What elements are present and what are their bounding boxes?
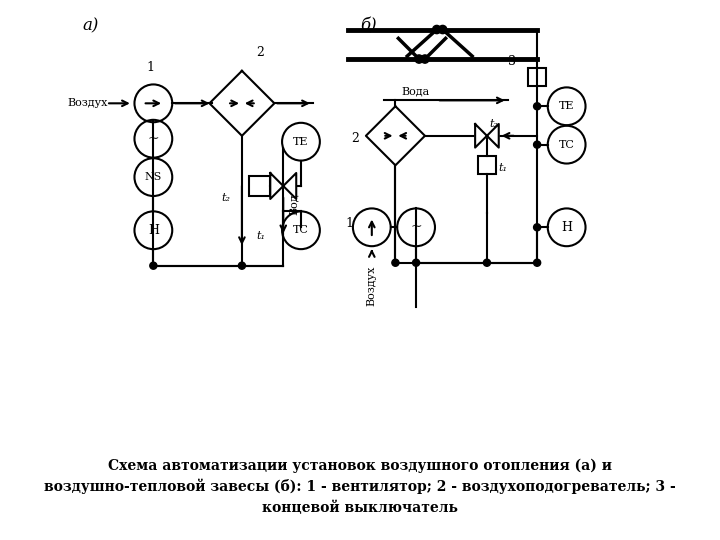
Circle shape (238, 262, 246, 269)
Text: 1: 1 (146, 61, 154, 74)
Text: NS: NS (145, 172, 162, 182)
Circle shape (534, 103, 541, 110)
Text: ~: ~ (410, 220, 422, 234)
Text: H: H (561, 221, 572, 234)
Text: Вода: Вода (401, 86, 430, 97)
Circle shape (433, 25, 441, 33)
Text: t₁: t₁ (499, 163, 508, 173)
Text: Воздух: Воздух (68, 98, 108, 109)
Text: t₁: t₁ (256, 231, 266, 241)
Circle shape (438, 25, 447, 33)
Circle shape (534, 259, 541, 266)
Circle shape (392, 259, 399, 266)
Text: TE: TE (293, 137, 309, 147)
Text: 1: 1 (345, 217, 354, 230)
Text: Воздух: Воздух (366, 266, 377, 306)
Text: TC: TC (559, 140, 575, 150)
Text: а): а) (83, 18, 99, 35)
Circle shape (534, 224, 541, 231)
Text: t₂: t₂ (490, 119, 499, 129)
Circle shape (415, 55, 423, 63)
Polygon shape (475, 124, 487, 147)
Circle shape (420, 55, 429, 63)
Text: Схема автоматизации установок воздушного отопления (а) и
воздушно-тепловой завес: Схема автоматизации установок воздушного… (44, 458, 676, 515)
Circle shape (413, 259, 420, 266)
Polygon shape (270, 173, 283, 199)
Bar (478, 157, 496, 174)
Text: TC: TC (293, 225, 309, 235)
Text: б): б) (360, 18, 377, 35)
Text: TE: TE (559, 102, 575, 111)
Text: 3: 3 (508, 55, 516, 68)
Polygon shape (283, 173, 296, 199)
Polygon shape (487, 124, 499, 147)
Text: H: H (148, 224, 159, 237)
Text: ~: ~ (148, 132, 159, 146)
Circle shape (483, 259, 490, 266)
Circle shape (534, 141, 541, 148)
Text: t₂: t₂ (221, 193, 230, 202)
Text: 2: 2 (351, 132, 359, 145)
Text: 2: 2 (256, 46, 264, 59)
Circle shape (150, 262, 157, 269)
Bar (528, 68, 546, 86)
Bar (249, 176, 270, 197)
Text: Вода: Вода (289, 187, 299, 215)
